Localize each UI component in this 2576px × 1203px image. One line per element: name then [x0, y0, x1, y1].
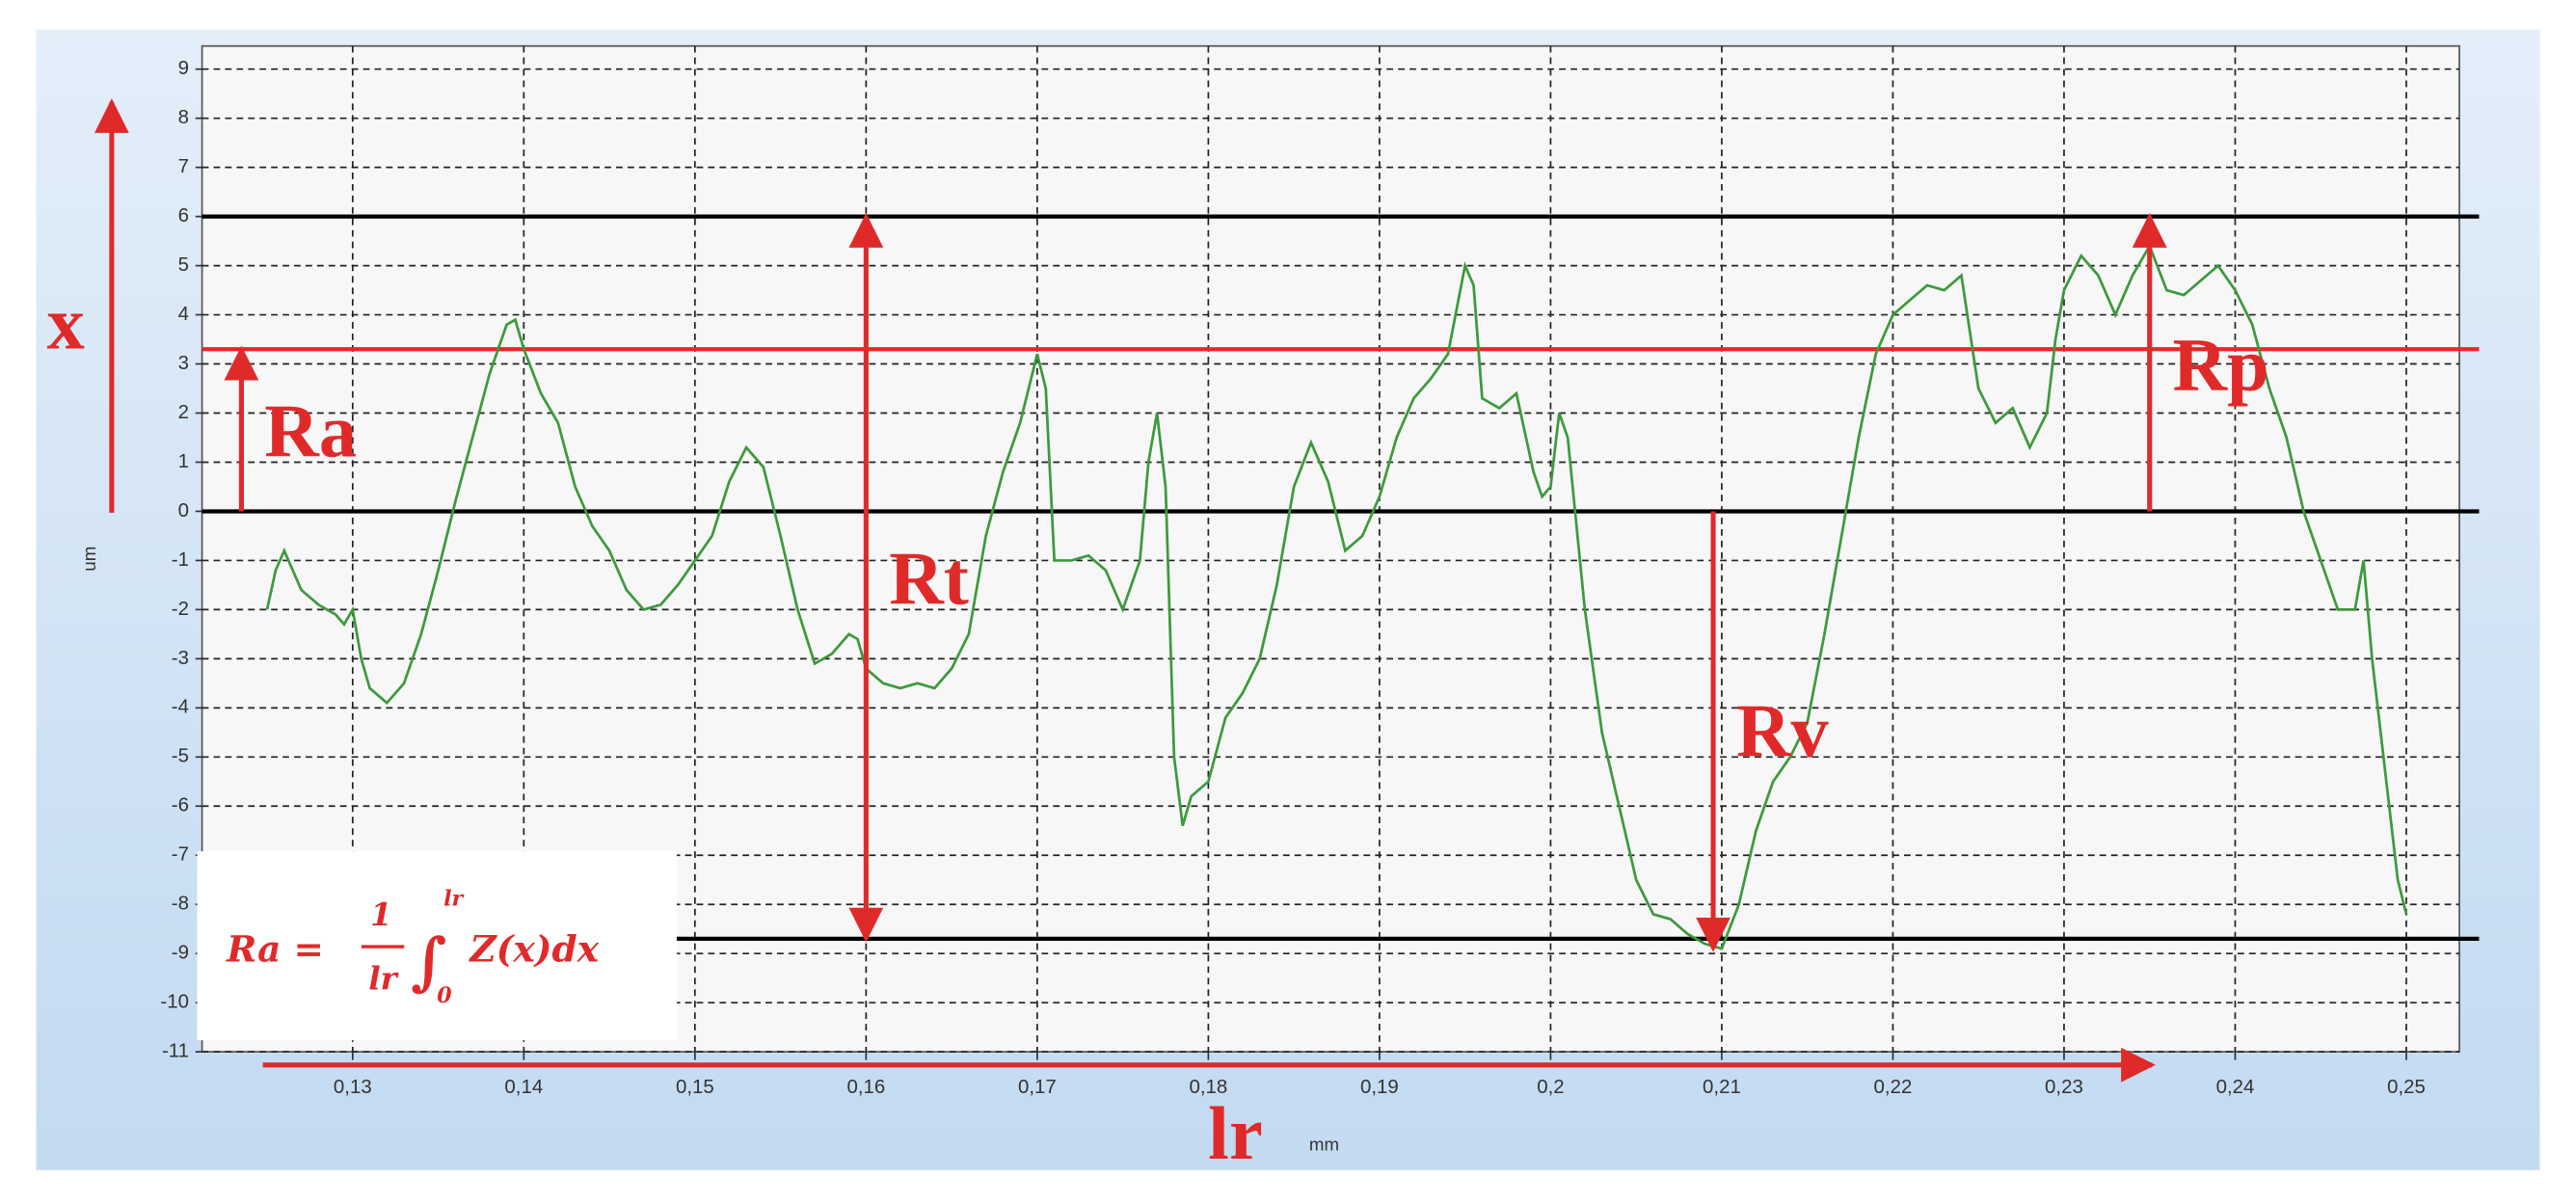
annotation-label: Ra — [264, 389, 357, 473]
y-tick-label: 0 — [178, 499, 189, 521]
annotation-label: Rp — [2173, 323, 2269, 407]
y-tick-label: 1 — [178, 450, 189, 472]
y-tick-label: -10 — [160, 991, 189, 1013]
x-tick-label: 0,18 — [1189, 1076, 1227, 1098]
x-tick-label: 0,17 — [1018, 1076, 1057, 1098]
y-tick-label: 9 — [178, 57, 189, 79]
formula-box: Ra = 1 lr ∫ lr 0 Z(x)dx — [197, 851, 678, 1041]
x-tick-label: 0,14 — [504, 1076, 543, 1098]
y-symbol: x — [47, 281, 85, 364]
formula-lhs: Ra = — [226, 927, 324, 970]
y-tick-label: 8 — [178, 106, 189, 128]
y-tick-label: 6 — [178, 204, 189, 227]
x-tick-label: 0,25 — [2387, 1076, 2426, 1098]
x-symbol: lr — [1208, 1091, 1263, 1175]
y-tick-label: -1 — [172, 548, 189, 571]
formula-lower: 0 — [437, 983, 452, 1008]
x-tick-label: 0,16 — [846, 1076, 885, 1098]
y-tick-label: 4 — [178, 303, 189, 325]
annotation-label: Rt — [889, 537, 969, 621]
x-tick-label: 0,23 — [2045, 1076, 2083, 1098]
x-tick-label: 0,24 — [2216, 1076, 2255, 1098]
plot — [265, 243, 2408, 950]
y-tick-label: -3 — [172, 647, 189, 669]
y-tick-label: -4 — [172, 696, 189, 718]
formula-upper: lr — [443, 886, 464, 911]
grid: 9 8 7 6 5 4 3 2 1 0 -1 -2 -3 -4 -5 -6 -7 -8 -9 -10 -11 0,13 0,… — [160, 45, 2460, 1098]
profile-line — [265, 243, 2408, 950]
y-tick-label: -9 — [172, 942, 189, 964]
x-tick-label: 0,2 — [1537, 1076, 1564, 1098]
y-tick-label: 7 — [178, 155, 189, 177]
formula-integral: ∫ — [411, 925, 447, 999]
y-tick-label: -8 — [172, 893, 189, 915]
x-tick-label: 0,22 — [1874, 1076, 1913, 1098]
y-tick-label: 5 — [178, 254, 189, 276]
formula-background — [197, 851, 678, 1041]
y-tick-label: 3 — [178, 352, 189, 374]
x-axis-label: mm — [1309, 1134, 1339, 1154]
formula-denominator: lr — [368, 960, 399, 997]
y-tick-label: -7 — [172, 843, 189, 866]
annotation-label: Rv — [1736, 689, 1830, 773]
y-tick-label: 2 — [178, 401, 189, 423]
y-tick-label: -11 — [162, 1040, 189, 1062]
y-tick-label: -2 — [172, 598, 189, 620]
y-tick-label: -6 — [172, 794, 189, 816]
x-tick-label: 0,21 — [1703, 1076, 1741, 1098]
formula-numerator: 1 — [370, 896, 392, 933]
y-tick-label: -5 — [172, 745, 189, 767]
formula-integrand: Z(x)dx — [468, 927, 599, 970]
x-tick-label: 0,15 — [676, 1076, 714, 1098]
x-tick-label: 0,13 — [334, 1076, 372, 1098]
x-tick-label: 0,19 — [1360, 1076, 1399, 1098]
y-axis-label: um — [79, 547, 99, 572]
annotations: Ra Rt Rv Rp — [224, 213, 2269, 952]
